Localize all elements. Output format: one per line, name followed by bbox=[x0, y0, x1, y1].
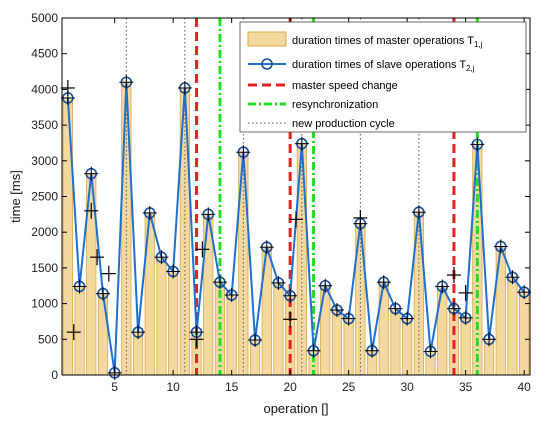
master-cross-markers bbox=[60, 79, 473, 348]
y-tick-label: 4000 bbox=[31, 82, 58, 96]
bar bbox=[156, 256, 167, 376]
legend-label-resync: resynchronization bbox=[292, 99, 378, 111]
bar bbox=[168, 271, 179, 376]
bar bbox=[331, 309, 343, 376]
legend-box bbox=[239, 21, 527, 133]
y-tick-label: 2000 bbox=[31, 225, 58, 239]
y-axis-label: time [ms] bbox=[8, 170, 23, 223]
legend-swatch-bar bbox=[247, 31, 287, 47]
y-tick-label: 3500 bbox=[31, 118, 58, 132]
x-tick-label: 30 bbox=[400, 380, 414, 394]
x-tick-label: 25 bbox=[342, 380, 356, 394]
y-tick-label: 0 bbox=[51, 368, 58, 382]
legend-label-master-main: duration times of master operations T bbox=[292, 35, 474, 47]
y-tick-label: 2500 bbox=[31, 190, 58, 204]
legend-entry-cycle: new production cycle bbox=[248, 118, 395, 130]
bar bbox=[97, 293, 109, 376]
legend-swatch-marker bbox=[261, 58, 273, 70]
bar bbox=[285, 295, 296, 376]
legend: duration times of master operations T1,j… bbox=[239, 21, 527, 133]
bar bbox=[460, 317, 471, 376]
y-tick-label: 1000 bbox=[31, 297, 58, 311]
x-axis-label: operation [] bbox=[263, 401, 328, 416]
bar bbox=[226, 294, 237, 376]
bar bbox=[273, 282, 284, 376]
bar bbox=[74, 286, 85, 376]
x-tick-label: 35 bbox=[459, 380, 473, 394]
bar bbox=[402, 318, 413, 376]
legend-entry-master-speed: master speed change bbox=[248, 80, 398, 92]
bar bbox=[390, 308, 401, 376]
bar bbox=[343, 318, 354, 376]
legend-label-cycle: new production cycle bbox=[292, 118, 395, 130]
x-tick-label: 15 bbox=[225, 380, 239, 394]
legend-entry-resync: resynchronization bbox=[248, 99, 378, 111]
legend-label-master: duration times of master operations T1,j bbox=[292, 35, 483, 49]
y-tick-label: 4500 bbox=[31, 47, 58, 61]
bar bbox=[519, 291, 530, 376]
legend-label-slave-main: duration times of slave operations T bbox=[292, 59, 466, 71]
legend-label-slave: duration times of slave operations T2,j bbox=[292, 59, 475, 73]
y-tick-label: 1500 bbox=[31, 261, 58, 275]
y-tick-label: 3000 bbox=[31, 154, 58, 168]
x-tick-label: 20 bbox=[283, 380, 297, 394]
bar bbox=[507, 276, 518, 376]
y-tick-label: 500 bbox=[38, 332, 58, 346]
x-tick-label: 5 bbox=[111, 380, 118, 394]
legend-label-slave-sub: 2,j bbox=[466, 64, 475, 73]
y-axis-ticks: 0 500 1000 1500 2000 2500 3000 3500 4000 4500 5000 bbox=[31, 11, 530, 382]
x-tick-label: 40 bbox=[517, 380, 531, 394]
legend-label-master-sub: 1,j bbox=[474, 40, 483, 49]
legend-label-master-speed: master speed change bbox=[292, 80, 398, 92]
x-tick-label: 10 bbox=[166, 380, 180, 394]
y-tick-label: 5000 bbox=[31, 11, 58, 25]
legend-entry-slave: duration times of slave operations T2,j bbox=[248, 58, 475, 73]
legend-entry-master: duration times of master operations T1,j bbox=[247, 31, 483, 49]
